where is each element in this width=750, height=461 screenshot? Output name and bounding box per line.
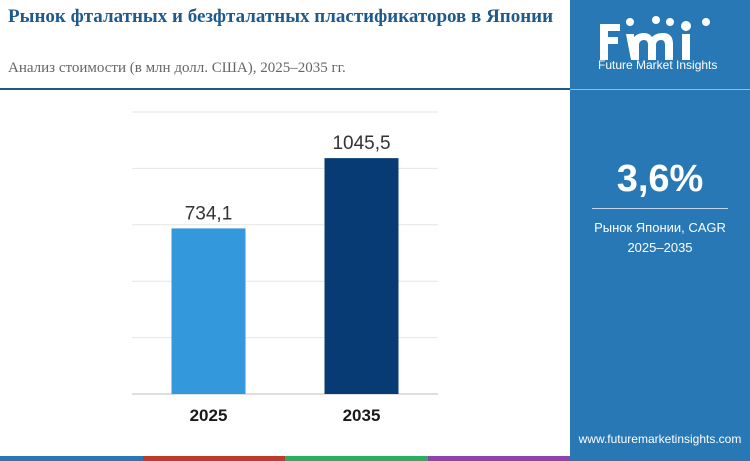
bar-2025	[171, 228, 246, 394]
bar-chart: 734,1 2025 1045,5 2035	[132, 111, 438, 425]
cagr-value: 3,6%	[616, 158, 704, 200]
chart-header: Рынок фталатных и безфталатных пластифик…	[0, 0, 570, 88]
strip-segment-3	[285, 456, 428, 461]
website-link[interactable]: www.futuremarketinsights.com	[578, 432, 742, 446]
data-label-2035: 1045,5	[332, 133, 390, 154]
chart-subtitle: Анализ стоимости (в млн долл. США), 2025…	[8, 60, 346, 76]
bar-2035	[324, 158, 399, 394]
bottom-color-strip	[0, 456, 570, 461]
x-tick-label-2025: 2025	[190, 406, 228, 425]
x-tick-label-2035: 2035	[343, 406, 381, 425]
data-label-2025: 734,1	[185, 203, 233, 224]
cagr-label-line2: 2025–2035	[627, 240, 693, 255]
cagr-label-line1: Рынок Японии, CAGR	[594, 220, 726, 235]
cagr-label: Рынок Японии, CAGR 2025–2035	[570, 218, 750, 258]
header-divider	[0, 88, 570, 90]
chart-title: Рынок фталатных и безфталатных пластифик…	[8, 6, 554, 27]
strip-segment-1	[0, 456, 143, 461]
sidebar-divider	[570, 89, 750, 90]
strip-segment-2	[142, 456, 285, 461]
strip-segment-4	[427, 456, 570, 461]
sidebar-panel: Future Market Insights 3,6% Рынок Японии…	[570, 0, 750, 461]
brand-name: Future Market Insights	[598, 58, 718, 72]
fmi-logo-icon	[600, 16, 710, 60]
cagr-divider	[592, 208, 728, 209]
